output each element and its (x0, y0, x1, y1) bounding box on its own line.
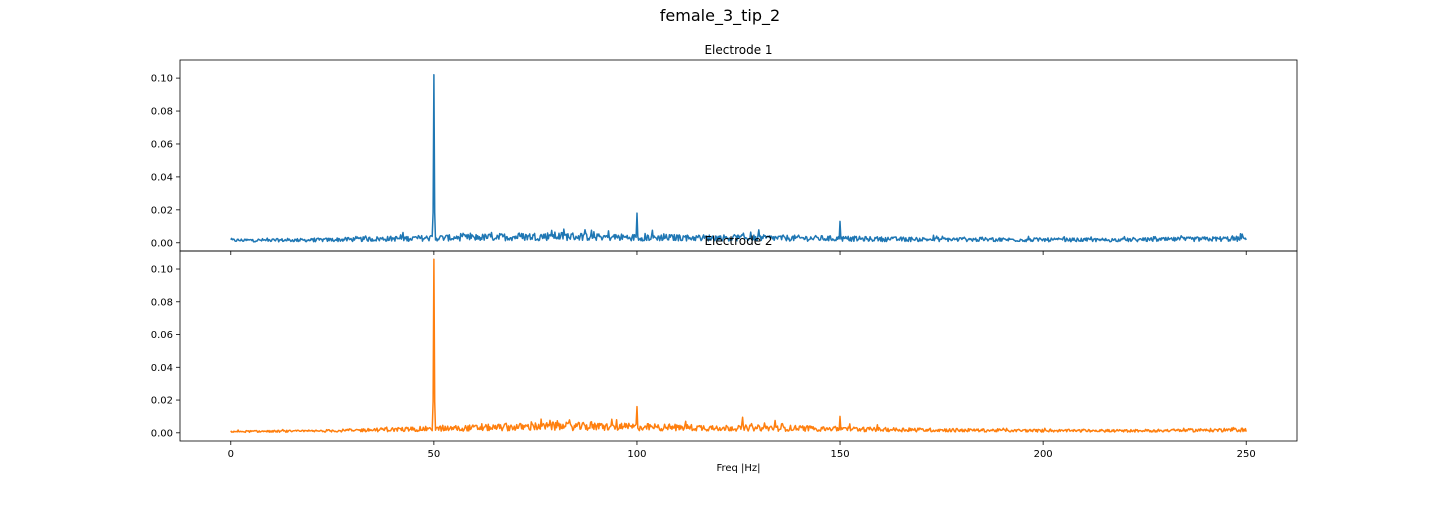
x-tick-label: 100 (627, 449, 646, 460)
subplot-title: Electrode 1 (704, 43, 772, 57)
x-tick-label: 200 (1034, 449, 1053, 460)
y-tick-label: 0.10 (151, 265, 173, 276)
y-tick-label: 0.04 (151, 363, 173, 374)
y-tick-label: 0.08 (151, 107, 173, 118)
x-tick-label: 50 (427, 449, 440, 460)
y-tick-label: 0.02 (151, 396, 173, 407)
subplot-1: Electrode 1 0.00 0.02 0.04 0.06 0.08 0.10 (151, 43, 1298, 255)
axes-frame (179, 250, 1298, 442)
subplot-2: Electrode 2 0.00 0.02 0.04 0.06 0.08 0.10 0 50 10… (151, 234, 1298, 474)
y-tick-label: 0.02 (151, 205, 173, 216)
y-tick-label: 0.06 (151, 330, 173, 341)
subplot-title: Electrode 2 (704, 234, 772, 248)
x-tick-label: 0 (228, 449, 234, 460)
y-tick-label: 0.08 (151, 297, 173, 308)
y-tick-label: 0.06 (151, 139, 173, 150)
x-tick-label: 250 (1237, 449, 1256, 460)
x-tick-label: 150 (830, 449, 849, 460)
y-tick-label: 0.10 (151, 74, 173, 85)
x-axis-label: Freq |Hz| (716, 463, 760, 474)
y-tick-label: 0.04 (151, 172, 173, 183)
y-tick-label: 0.00 (151, 238, 173, 249)
figure-title: female_3_tip_2 (659, 6, 781, 25)
y-tick-label: 0.00 (151, 428, 173, 439)
series-line (230, 74, 1247, 243)
axes-frame (179, 59, 1298, 252)
series-line (230, 258, 1247, 434)
